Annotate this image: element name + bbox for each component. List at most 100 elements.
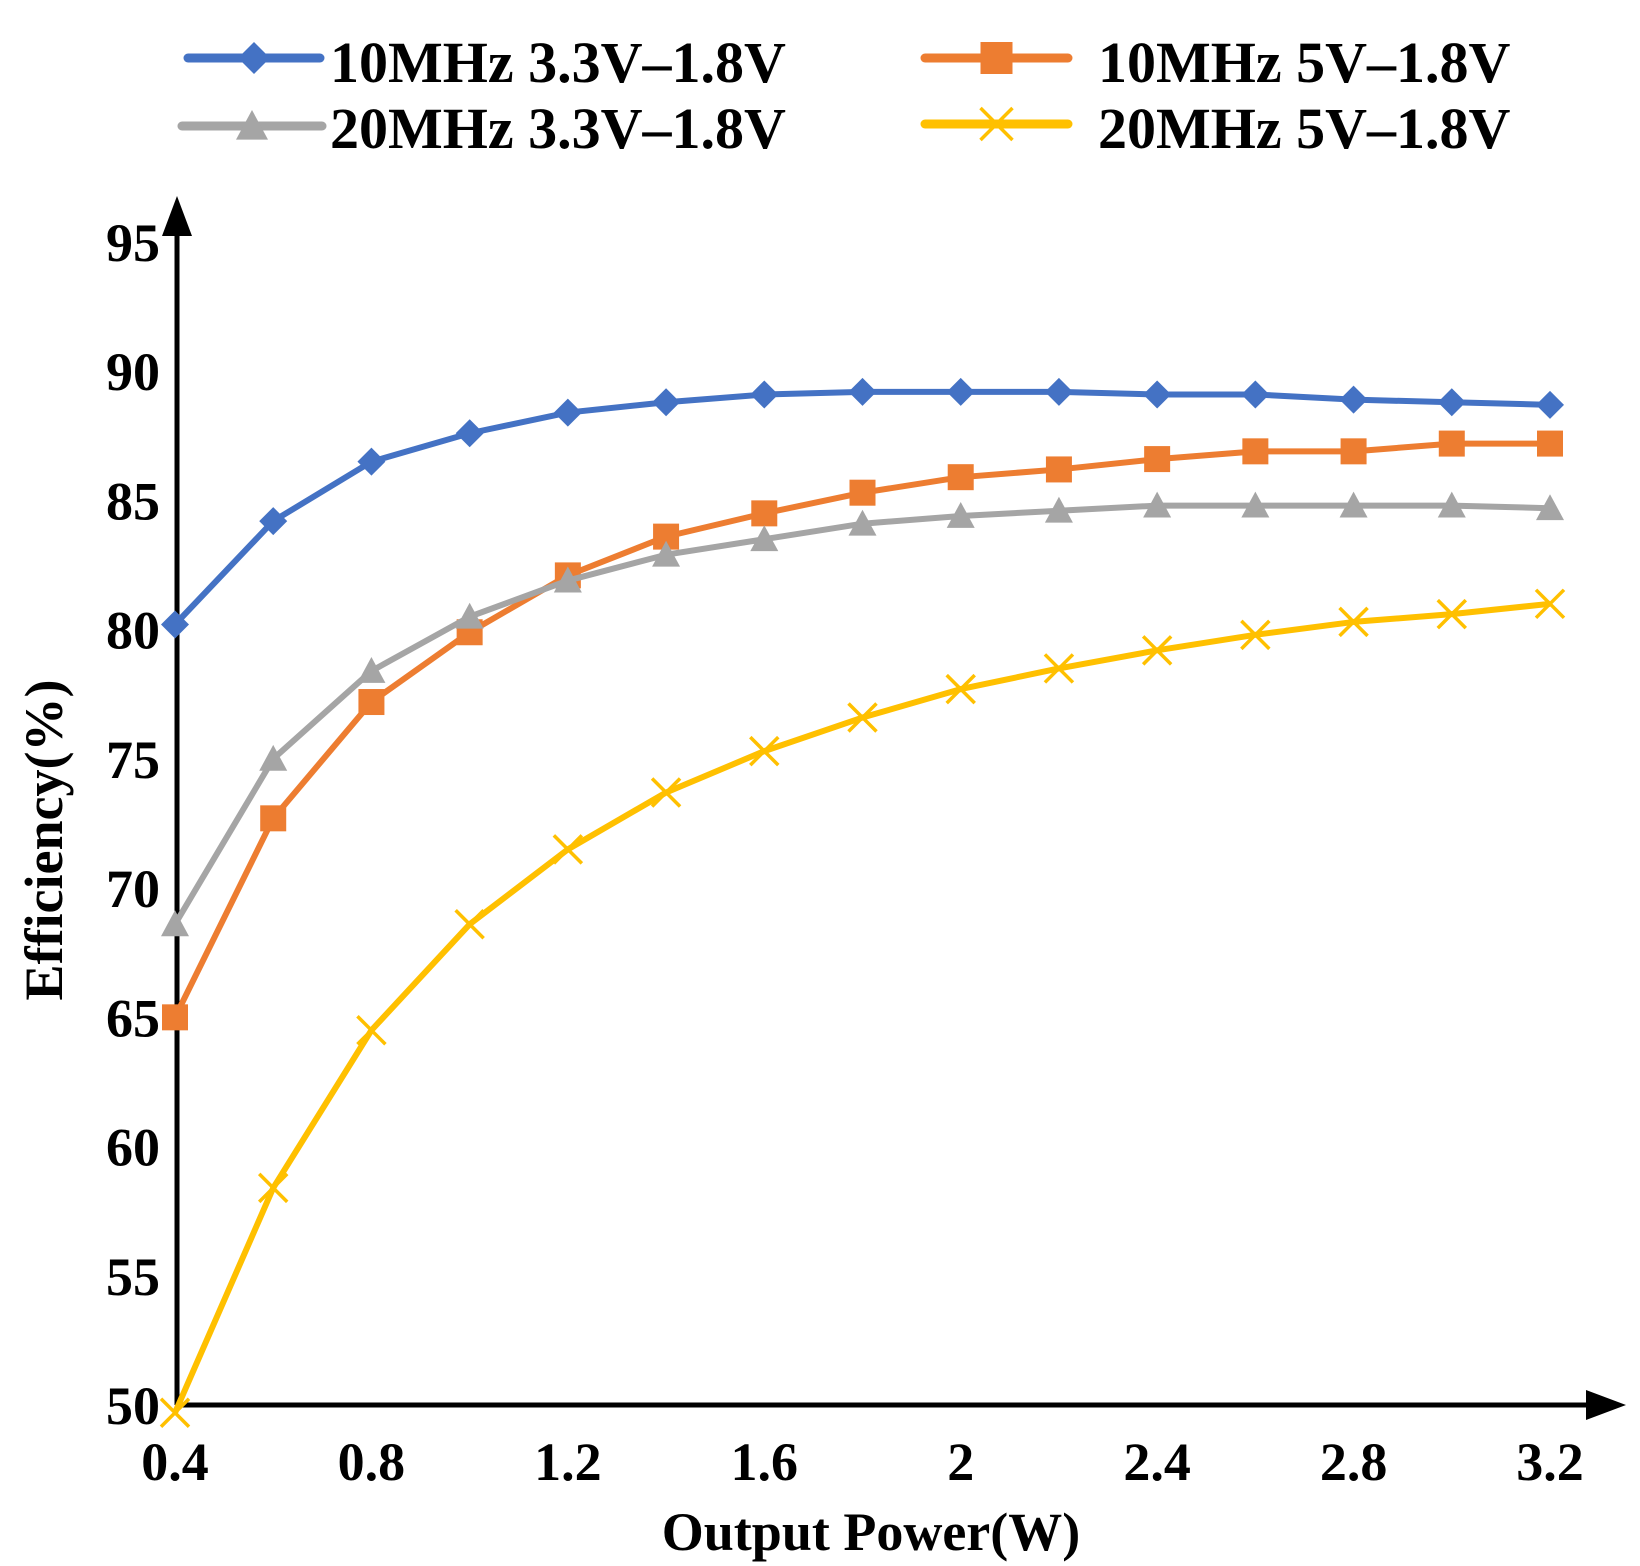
data-point xyxy=(1438,430,1465,457)
data-point xyxy=(1044,496,1073,523)
legend-swatch-diamond-icon xyxy=(183,42,325,74)
data-point xyxy=(159,1397,191,1428)
x-tick-label: 0.4 xyxy=(141,1432,209,1492)
data-point xyxy=(848,509,877,536)
x-tick-label: 2.8 xyxy=(1320,1432,1388,1492)
data-point xyxy=(553,398,582,427)
legend-label: 10MHz 3.3V–1.8V xyxy=(330,30,786,95)
x-tick-label: 3.2 xyxy=(1516,1432,1584,1492)
data-point xyxy=(259,744,288,771)
data-point xyxy=(1045,456,1072,483)
data-point xyxy=(1141,635,1173,666)
data-point xyxy=(946,501,975,528)
data-point xyxy=(1537,430,1563,457)
y-tick-label: 65 xyxy=(106,988,160,1048)
y-tick-label: 75 xyxy=(106,730,160,790)
data-point xyxy=(1143,380,1172,409)
data-point xyxy=(1536,494,1564,521)
legend-marker xyxy=(238,42,270,74)
data-point xyxy=(162,1004,188,1031)
series-layer xyxy=(159,377,1566,1428)
data-point xyxy=(750,525,779,552)
data-point xyxy=(455,602,484,629)
x-axis-title: Output Power(W) xyxy=(662,1502,1080,1562)
data-point xyxy=(259,507,288,536)
data-point xyxy=(751,500,778,527)
data-point xyxy=(1241,491,1270,518)
y-tick-label: 90 xyxy=(106,342,160,402)
y-tick-labels: 50 55 60 65 70 75 80 85 90 95 xyxy=(106,213,160,1436)
data-point xyxy=(1536,390,1564,419)
legend-swatch-triangle-icon xyxy=(177,110,327,140)
data-point xyxy=(750,380,779,409)
data-point xyxy=(847,702,878,733)
data-point xyxy=(1339,491,1368,518)
series-x xyxy=(159,588,1566,1428)
data-point xyxy=(358,689,385,716)
data-point xyxy=(1043,653,1075,684)
legend-item-10mhz-3v3: 10MHz 3.3V–1.8V xyxy=(183,30,786,95)
data-point xyxy=(1242,438,1269,465)
y-tick-label: 80 xyxy=(106,601,160,661)
data-point xyxy=(849,479,876,506)
x-axis-arrow-icon xyxy=(1586,1390,1626,1420)
x-tick-label: 2 xyxy=(947,1432,974,1492)
data-point xyxy=(946,377,975,406)
data-point xyxy=(356,1015,387,1046)
x-tick-labels: 0.4 0.8 1.2 1.6 2 2.4 2.8 3.2 xyxy=(141,1432,1584,1492)
data-point xyxy=(947,464,974,491)
legend-marker xyxy=(236,110,268,140)
series-line xyxy=(172,600,1551,1414)
data-point xyxy=(1143,491,1172,518)
series-triangle xyxy=(161,491,1564,937)
data-point xyxy=(1437,491,1466,518)
legend-item-10mhz-5v: 10MHz 5V–1.8V xyxy=(920,30,1510,95)
legend: 10MHz 3.3V–1.8V 20MHz 3.3V–1.8V 10MHz 5V… xyxy=(177,30,1510,161)
data-point xyxy=(1241,380,1270,409)
data-point xyxy=(161,610,189,639)
y-tick-label: 50 xyxy=(106,1376,160,1436)
data-point xyxy=(1340,438,1367,465)
y-tick-label: 60 xyxy=(106,1118,160,1178)
legend-marker xyxy=(979,106,1014,142)
legend-label: 20MHz 5V–1.8V xyxy=(1098,96,1510,161)
data-point xyxy=(1240,619,1271,651)
x-tick-label: 2.4 xyxy=(1123,1432,1191,1492)
x-tick-label: 0.8 xyxy=(338,1432,406,1492)
y-axis-title: Efficiency(%) xyxy=(14,680,74,1001)
data-point xyxy=(1144,446,1171,473)
axes xyxy=(162,196,1626,1420)
data-point xyxy=(1339,385,1368,414)
data-point xyxy=(652,540,681,567)
y-tick-label: 95 xyxy=(106,213,160,273)
data-point xyxy=(552,834,584,865)
series-diamond xyxy=(161,377,1564,639)
data-point xyxy=(848,377,877,406)
legend-swatch-x-icon xyxy=(920,106,1073,142)
data-point xyxy=(1338,606,1369,638)
legend-item-20mhz-5v: 20MHz 5V–1.8V xyxy=(920,96,1510,161)
data-point xyxy=(945,673,976,705)
data-point xyxy=(1534,588,1566,620)
data-point xyxy=(357,657,386,683)
y-tick-label: 55 xyxy=(106,1247,160,1307)
data-point xyxy=(553,566,582,593)
data-point xyxy=(1437,388,1466,417)
x-tick-label: 1.6 xyxy=(731,1432,799,1492)
data-point xyxy=(652,388,681,417)
legend-item-20mhz-3v3: 20MHz 3.3V–1.8V xyxy=(177,96,786,161)
data-point xyxy=(357,447,386,476)
y-axis-arrow-icon xyxy=(162,196,192,236)
legend-label: 10MHz 5V–1.8V xyxy=(1098,30,1510,95)
legend-swatch-square-icon xyxy=(920,42,1073,74)
data-point xyxy=(650,777,682,808)
data-point xyxy=(161,910,189,937)
data-point xyxy=(1044,377,1073,406)
data-point xyxy=(454,909,485,940)
data-point xyxy=(257,1172,289,1204)
legend-label: 20MHz 3.3V–1.8V xyxy=(330,96,786,161)
legend-marker xyxy=(980,42,1013,74)
data-point xyxy=(749,735,780,767)
data-point xyxy=(455,419,484,448)
